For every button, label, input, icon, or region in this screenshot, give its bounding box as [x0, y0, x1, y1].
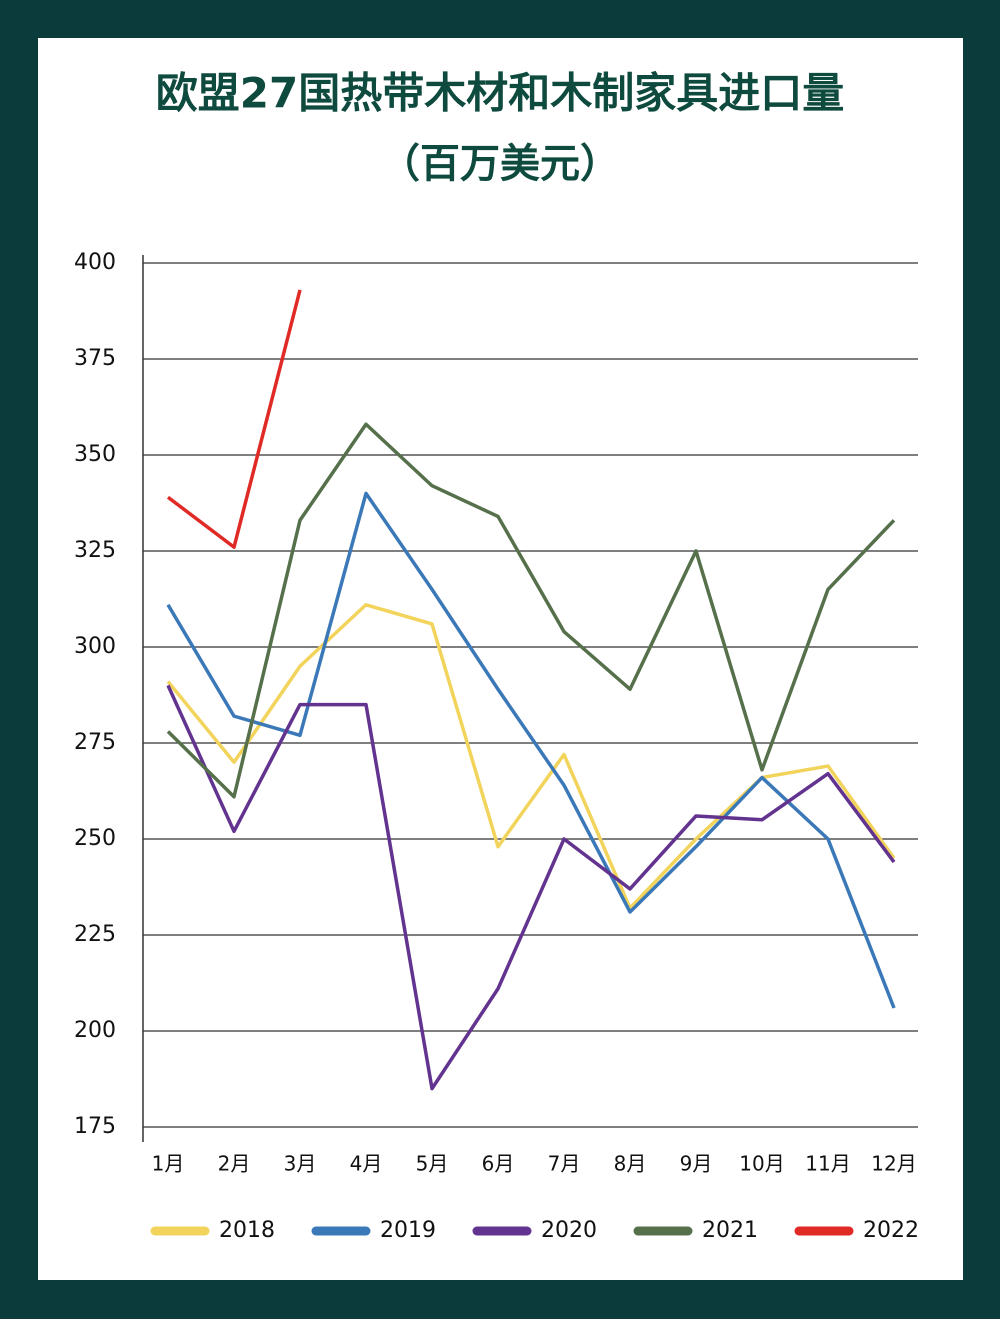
legend-label: 2019 — [380, 1218, 436, 1243]
series-line — [166, 491, 896, 1009]
x-tick-label: 3月 — [284, 1152, 317, 1176]
y-tick-label: 175 — [74, 1114, 116, 1139]
x-tick-label: 12月 — [871, 1152, 916, 1176]
series-line — [166, 422, 896, 799]
series-line — [166, 603, 896, 910]
y-tick-label: 325 — [74, 538, 116, 563]
x-tick-label: 4月 — [350, 1152, 383, 1176]
y-tick-label: 225 — [74, 922, 116, 947]
y-tick-label: 400 — [74, 250, 116, 275]
chart-title: 欧盟27国热带木材和木制家具进口量 — [156, 69, 844, 118]
legend-label: 2018 — [219, 1218, 275, 1243]
panel — [38, 38, 963, 1280]
legend-label: 2022 — [863, 1218, 919, 1243]
y-tick-label: 300 — [74, 634, 116, 659]
x-tick-label: 6月 — [482, 1152, 515, 1176]
x-tick-label: 10月 — [739, 1152, 784, 1176]
series-line — [166, 684, 896, 1091]
x-tick-label: 9月 — [680, 1152, 713, 1176]
legend-label: 2020 — [541, 1218, 597, 1243]
y-tick-label: 200 — [74, 1018, 116, 1043]
y-tick-label: 375 — [74, 346, 116, 371]
y-tick-label: 350 — [74, 442, 116, 467]
y-tick-label: 250 — [74, 826, 116, 851]
chart-subtitle: （百万美元） — [380, 141, 620, 187]
x-tick-label: 7月 — [548, 1152, 581, 1176]
y-tick-label: 275 — [74, 730, 116, 755]
legend-label: 2021 — [702, 1218, 758, 1243]
x-tick-label: 2月 — [218, 1152, 251, 1176]
x-tick-label: 11月 — [805, 1152, 850, 1176]
x-tick-label: 1月 — [152, 1152, 185, 1176]
x-tick-label: 8月 — [614, 1152, 647, 1176]
x-tick-label: 5月 — [416, 1152, 449, 1176]
series-line — [166, 289, 302, 549]
